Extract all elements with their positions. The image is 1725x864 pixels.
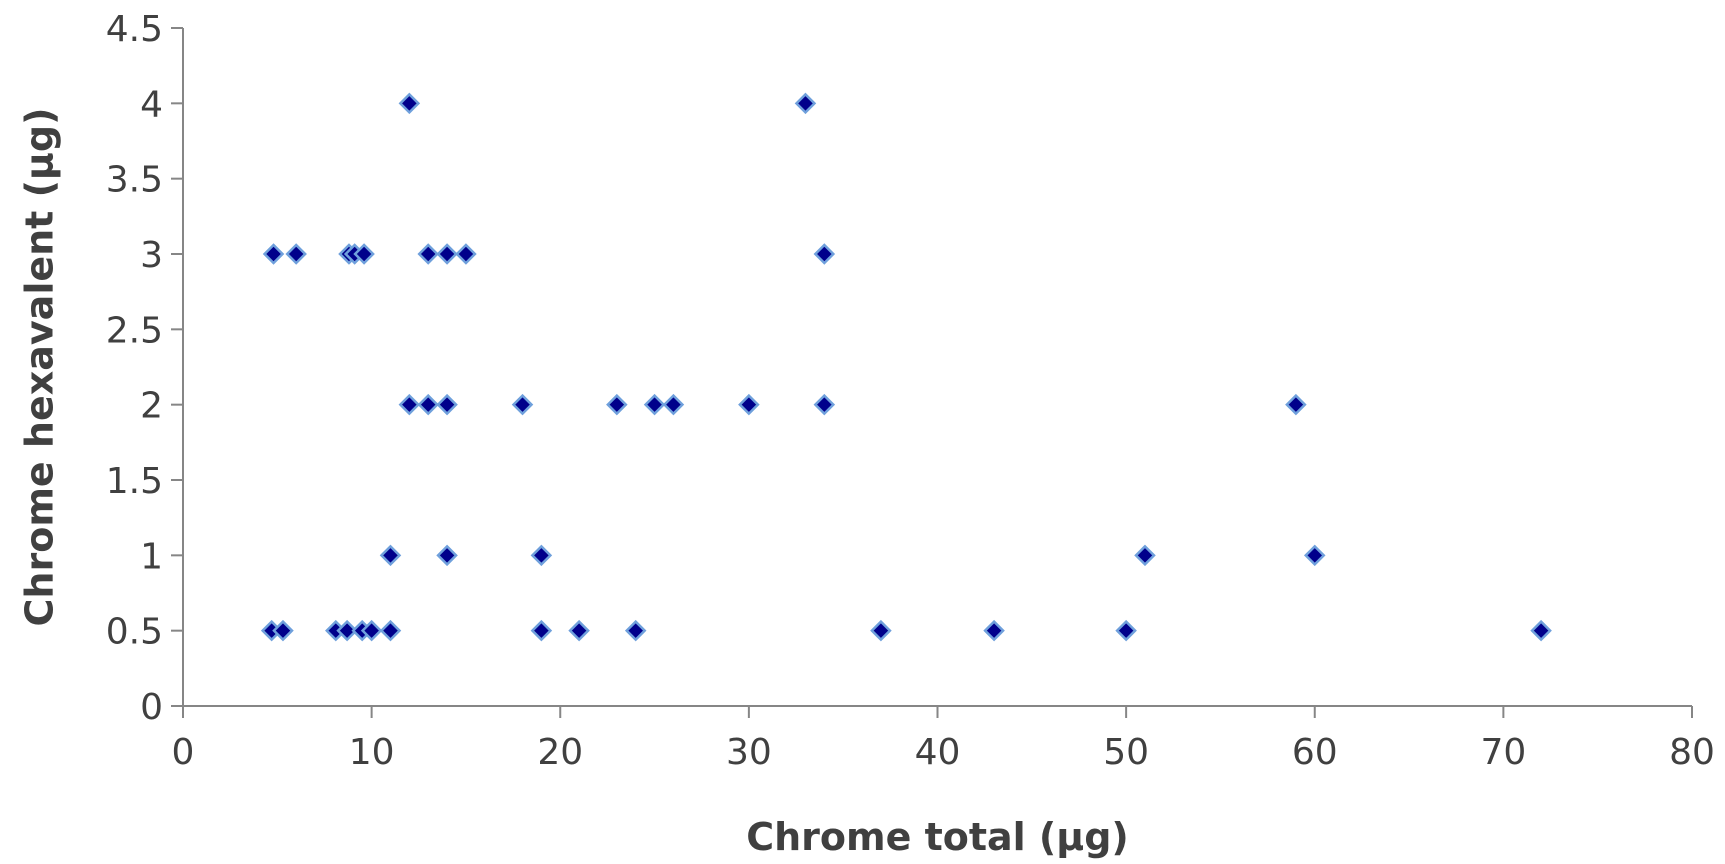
- y-tick-label: 2: [140, 386, 163, 427]
- data-point: [436, 544, 458, 567]
- data-point: [530, 619, 553, 642]
- data-point: [1285, 393, 1307, 416]
- data-point: [738, 393, 760, 416]
- x-tick-label: 0: [172, 732, 195, 773]
- data-point: [417, 243, 439, 265]
- data-point: [1134, 544, 1156, 567]
- y-tick-label: 4: [140, 84, 163, 125]
- x-tick-label: 10: [349, 732, 395, 773]
- data-point: [1530, 619, 1552, 642]
- x-axis-title: Chrome total (µg): [746, 815, 1129, 859]
- y-tick-label: 1: [140, 536, 163, 577]
- x-tick-label: 30: [726, 732, 772, 773]
- data-point: [530, 544, 553, 567]
- data-point: [511, 393, 534, 416]
- y-tick-label: 3.5: [106, 160, 163, 201]
- data-point: [379, 544, 402, 567]
- data-point: [983, 619, 1005, 642]
- data-point: [568, 619, 590, 642]
- data-point: [436, 393, 458, 416]
- data-point: [1303, 544, 1326, 567]
- y-tick-label: 3: [140, 235, 163, 276]
- data-point: [1115, 619, 1137, 642]
- x-tick-label: 50: [1103, 732, 1149, 773]
- data-point: [272, 619, 294, 642]
- x-tick-label: 70: [1480, 732, 1526, 773]
- y-tick-label: 0: [140, 687, 163, 728]
- data-point: [379, 619, 402, 642]
- data-point: [606, 393, 628, 416]
- y-tick-label: 0.5: [106, 612, 163, 653]
- data-point: [398, 393, 421, 416]
- data-point: [870, 619, 892, 642]
- x-tick-label: 20: [537, 732, 583, 773]
- x-tick-label: 40: [915, 732, 961, 773]
- y-tick-label: 1.5: [106, 461, 163, 502]
- data-point: [643, 393, 666, 416]
- y-axis-title: Chrome hexavalent (µg): [18, 108, 62, 627]
- data-points: [260, 92, 1552, 642]
- y-axis-ticks: 0 0.5 1 1.5 2 2.5 3 3.5 4 4.5: [106, 9, 183, 728]
- y-tick-label: 4.5: [106, 9, 163, 50]
- data-point: [436, 243, 458, 265]
- data-point: [417, 393, 439, 416]
- data-point: [336, 619, 358, 642]
- data-point: [262, 243, 285, 265]
- data-point: [662, 393, 685, 416]
- data-point: [398, 92, 421, 115]
- data-point: [813, 243, 836, 265]
- x-tick-label: 60: [1292, 732, 1338, 773]
- data-point: [285, 243, 307, 265]
- data-point: [455, 243, 477, 265]
- data-point: [624, 619, 647, 642]
- y-tick-label: 2.5: [106, 310, 163, 351]
- data-point: [794, 92, 817, 115]
- data-point: [353, 243, 375, 265]
- x-axis-ticks: 0 10 20 30 40 50 60 70 80: [172, 706, 1715, 773]
- data-point: [360, 619, 383, 642]
- data-point: [813, 393, 836, 416]
- x-tick-label: 80: [1669, 732, 1715, 773]
